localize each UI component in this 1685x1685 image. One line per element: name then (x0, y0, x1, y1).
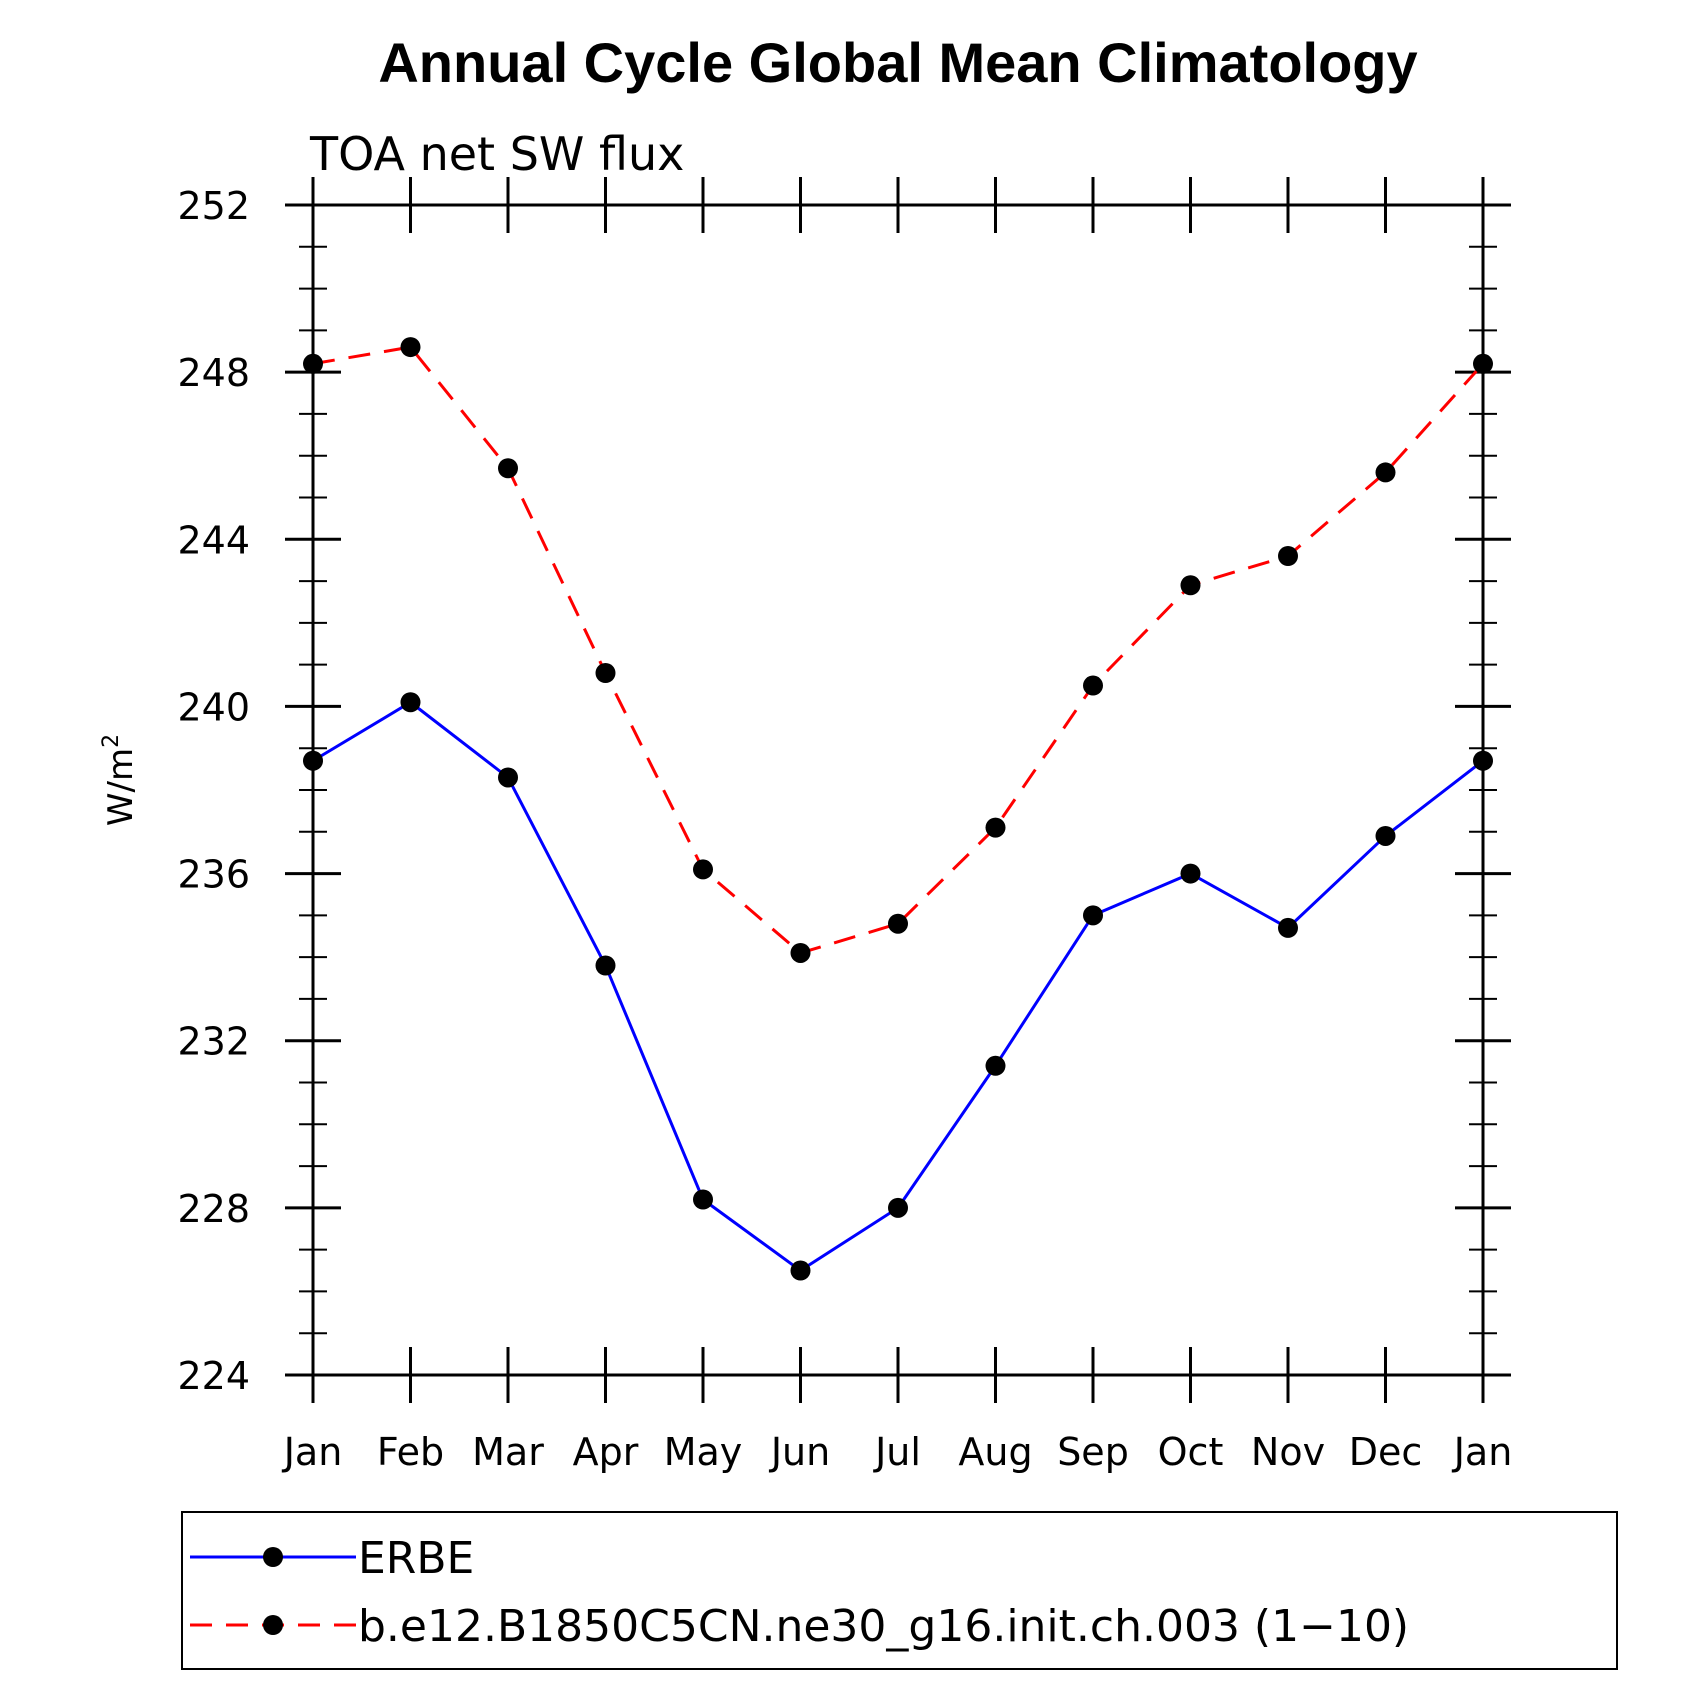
data-point (693, 1189, 713, 1210)
chart-title: Annual Cycle Global Mean Climatology (378, 31, 1417, 94)
axis-ticks (285, 177, 1511, 1403)
chart-subtitle: TOA net SW flux (309, 127, 684, 181)
data-point (1375, 462, 1396, 483)
x-tick-label: Jan (1452, 1430, 1513, 1474)
x-tick-label: May (664, 1430, 743, 1474)
series-line-erbe (312, 700, 1484, 1273)
x-tick-label: Mar (472, 1430, 544, 1474)
y-tick-label: 224 (177, 1354, 250, 1398)
y-tick-labels: 224 228 232 236 240 244 248 252 (177, 184, 250, 1398)
y-tick-label: 240 (177, 685, 250, 729)
x-tick-label: Feb (377, 1430, 444, 1474)
x-tick-label: Jun (769, 1430, 830, 1474)
data-point (1375, 825, 1396, 846)
data-point (498, 767, 518, 788)
x-tick-label: Apr (573, 1430, 639, 1474)
x-tick-label: Nov (1251, 1430, 1325, 1474)
legend-box (181, 1511, 1618, 1670)
data-point (1180, 575, 1201, 596)
data-point (400, 692, 421, 713)
x-tick-label: Jan (282, 1430, 343, 1474)
data-point (985, 1055, 1006, 1076)
data-point (1278, 546, 1298, 566)
y-tick-label: 236 (177, 853, 250, 897)
y-axis-label: W/m2 (99, 734, 141, 826)
data-point (1278, 917, 1298, 938)
data-point (1083, 675, 1103, 696)
x-tick-label: Aug (958, 1430, 1032, 1474)
x-tick-label: Oct (1158, 1430, 1224, 1474)
y-tick-label: 228 (177, 1187, 250, 1231)
x-tick-label: Dec (1349, 1430, 1423, 1474)
data-point (985, 817, 1006, 838)
data-point (1180, 863, 1201, 884)
data-point (693, 859, 713, 880)
x-tick-label: Sep (1057, 1430, 1129, 1474)
x-tick-labels: Jan Feb Mar Apr May Jun Jul Aug Sep Oct Nov Dec Jan (282, 1430, 1513, 1474)
data-point (498, 458, 518, 479)
legend-label: ERBE (358, 1533, 474, 1584)
legend: ERBE b.e12.B1850C5CN.ne30_g16.init.ch.003… (181, 1511, 1618, 1670)
data-point (400, 337, 421, 358)
data-point (888, 913, 908, 934)
series-line-model (312, 345, 1485, 955)
data-point (790, 942, 811, 963)
legend-marker (263, 1547, 283, 1567)
y-tick-label: 248 (177, 351, 250, 395)
legend-marker (263, 1615, 283, 1635)
y-tick-label: 244 (177, 518, 250, 562)
y-tick-label: 232 (177, 1020, 250, 1064)
data-point (888, 1197, 908, 1218)
x-tick-label: Jul (873, 1430, 921, 1474)
data-series (303, 337, 1493, 1281)
y-tick-label: 252 (177, 184, 250, 228)
legend-label: b.e12.B1850C5CN.ne30_g16.init.ch.003 (1−… (358, 1601, 1409, 1652)
plot-frame (311, 203, 1485, 1377)
data-point (790, 1260, 811, 1281)
data-point (1083, 905, 1103, 926)
data-point (595, 955, 616, 976)
data-point (595, 663, 616, 683)
